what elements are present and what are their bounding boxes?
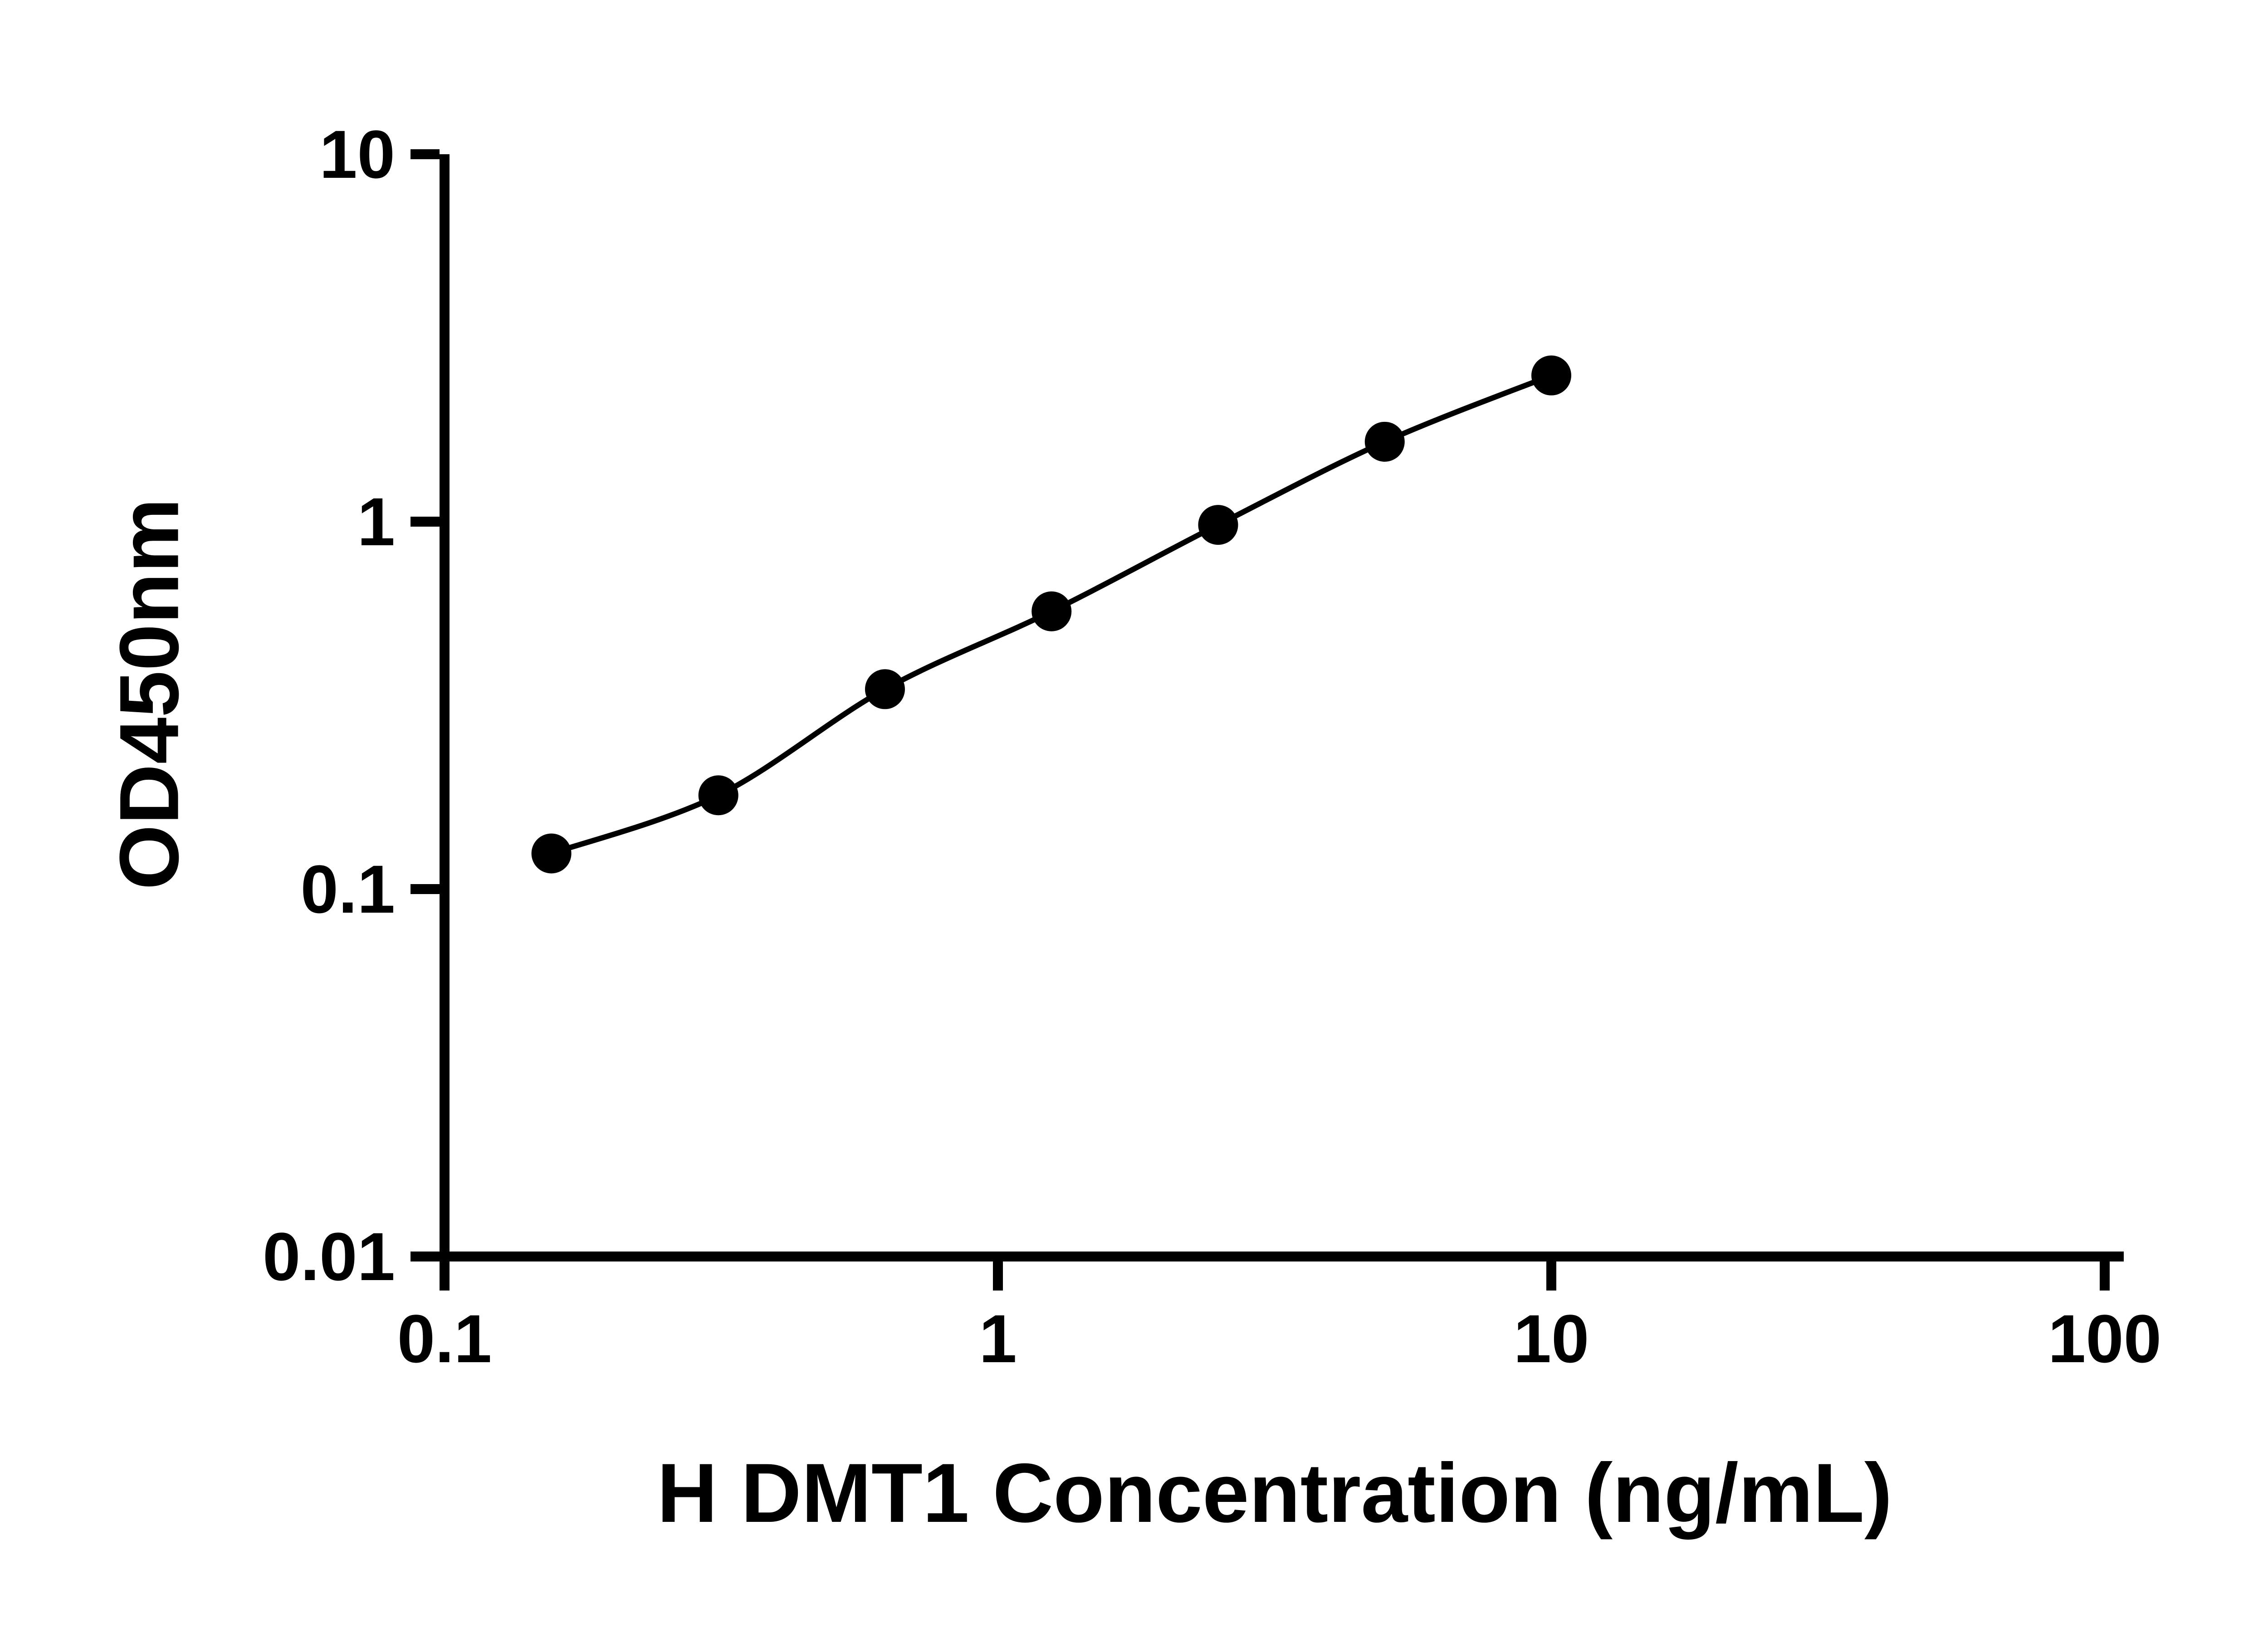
y-axis-title: OD450nm (103, 498, 196, 890)
y-axis-tick-label: 1 (357, 484, 395, 560)
y-axis-tick-label: 0.01 (263, 1218, 395, 1295)
y-axis-tick-label: 10 (319, 116, 395, 192)
data-point (1364, 421, 1405, 462)
data-point (1031, 591, 1072, 631)
y-axis-tick-label: 0.1 (300, 851, 395, 927)
x-axis-tick-label: 0.1 (397, 1301, 492, 1377)
data-point (1198, 505, 1238, 545)
data-point (531, 833, 572, 874)
x-axis-tick-label: 100 (2048, 1301, 2161, 1377)
data-point (698, 775, 738, 816)
x-axis-tick-label: 1 (979, 1301, 1017, 1377)
data-point (865, 669, 905, 709)
x-axis-title: H DMT1 Concentration (ng/mL) (657, 1447, 1892, 1540)
data-point (1531, 355, 1571, 396)
x-axis-tick-label: 10 (1514, 1301, 1589, 1377)
